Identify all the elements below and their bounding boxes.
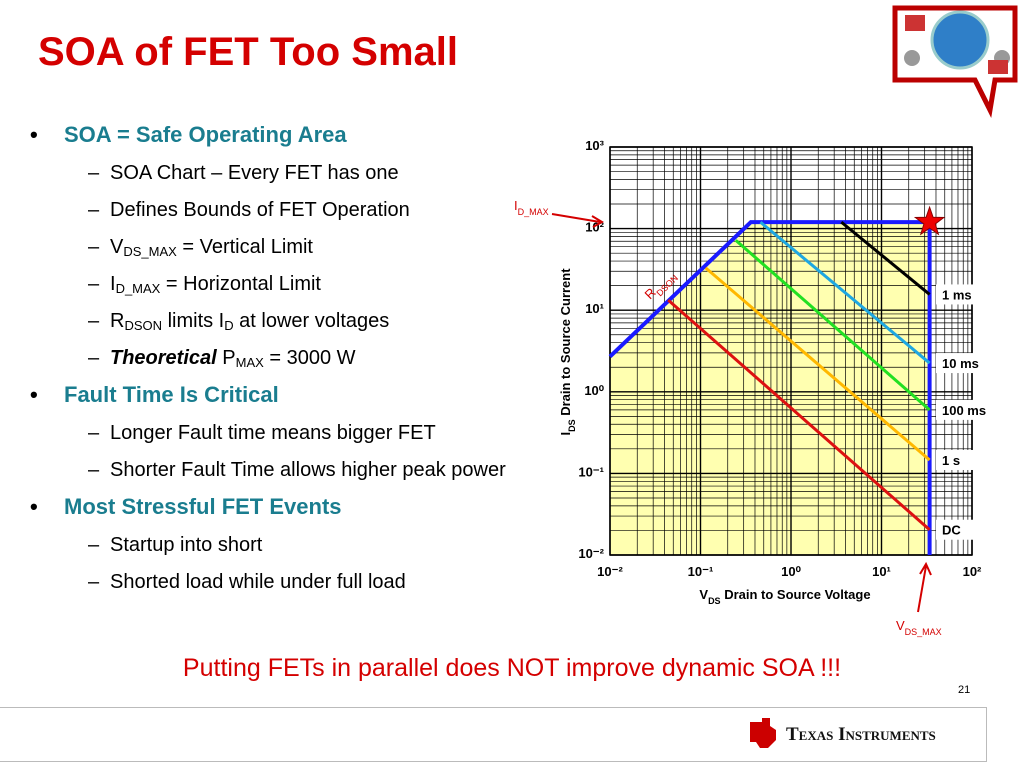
- text-run: Shorter Fault Time allows higher peak po…: [110, 459, 506, 481]
- x-tick-label: 10⁻²: [597, 564, 623, 579]
- text-run: MAX: [235, 355, 264, 370]
- bullet-item: VDS_MAX = Vertical Limit: [0, 229, 530, 266]
- text-run: I: [514, 198, 518, 213]
- text-run: SOA = Safe Operating Area: [64, 122, 347, 147]
- text-run: DS: [567, 419, 577, 432]
- series-line: [734, 239, 931, 412]
- text-run: SOA Chart – Every FET has one: [110, 162, 399, 184]
- series-line: [704, 266, 931, 462]
- x-tick-label: 10²: [963, 564, 982, 579]
- label-box: [936, 399, 998, 420]
- callout: Putting FETs in parallel does NOT improv…: [182, 654, 842, 682]
- text-run: Drain to Source Voltage: [721, 587, 871, 602]
- bullet-item: Shorter Fault Time allows higher peak po…: [0, 452, 530, 489]
- text-run: Defines Bounds of FET Operation: [110, 199, 410, 221]
- slide-title: SOA of FET Too Small: [38, 30, 458, 74]
- text-run: Most Stressful FET Events: [64, 494, 342, 519]
- text-run: = Vertical Limit: [176, 236, 313, 258]
- annotation: IDS Drain to Source Current: [558, 268, 577, 436]
- text-run: P: [216, 347, 236, 369]
- series-line: [840, 220, 931, 296]
- text-run: V: [896, 618, 905, 633]
- arrow: [917, 561, 932, 613]
- bullet-item: RDSON limits ID at lower voltages: [0, 303, 530, 340]
- label-box: [936, 353, 998, 374]
- bullet-item: Startup into short: [0, 527, 530, 564]
- star-marker: [913, 205, 946, 236]
- y-tick-label: 10⁰: [584, 383, 604, 398]
- bullet-item: Longer Fault time means bigger FET: [0, 415, 530, 452]
- series-label: 1 ms: [942, 287, 972, 302]
- series-label: DC: [942, 523, 961, 538]
- text-run: DS_MAX: [905, 627, 942, 637]
- brand: Texas Instruments: [786, 724, 936, 745]
- y-tick-label: 10⁻¹: [578, 464, 604, 479]
- bullet-item: SOA = Safe Operating Area: [0, 117, 540, 155]
- page-number: 21: [958, 684, 971, 696]
- text-run: I: [110, 273, 116, 295]
- bullet-item: ID_MAX = Horizontal Limit: [0, 266, 530, 303]
- text-run: I: [558, 432, 573, 436]
- text-run: = 3000 W: [263, 347, 356, 369]
- label-box: [936, 284, 998, 305]
- text-run: at lower voltages: [233, 310, 390, 332]
- text-run: Drain to Source Current: [558, 268, 573, 420]
- x-tick-label: 10⁰: [781, 564, 801, 579]
- bullet-item: SOA Chart – Every FET has one: [0, 155, 530, 192]
- text-run: = Horizontal Limit: [160, 273, 321, 295]
- text-run: DS_MAX: [123, 244, 177, 259]
- x-tick-label: 10¹: [872, 564, 891, 579]
- logo-icon: [892, 5, 1018, 118]
- annotation: ID_MAX: [514, 198, 549, 217]
- footer-bar: [0, 707, 987, 762]
- text-run: DSON: [124, 318, 163, 333]
- text-run: R: [110, 310, 125, 332]
- bullet-item: Shorted load while under full load: [0, 564, 530, 601]
- text-run: V: [699, 587, 708, 602]
- ti-logo: [750, 718, 776, 748]
- text-run: Shorted load while under full load: [110, 571, 406, 593]
- series-label: 1 s: [942, 453, 960, 468]
- text-run: Startup into short: [110, 534, 263, 556]
- bullet-item: Most Stressful FET Events: [0, 489, 540, 527]
- text-run: D: [224, 318, 234, 333]
- arrow: [551, 213, 604, 228]
- bullet-list: SOA = Safe Operating Area SOA Chart – Eve…: [0, 117, 540, 601]
- series-line: [759, 220, 931, 365]
- annotation: VDS_MAX: [896, 618, 942, 637]
- boundary-line: [608, 220, 932, 555]
- y-tick-label: 10⁻²: [578, 546, 604, 561]
- label-box: [936, 519, 998, 540]
- annotation: VDS Drain to Source Voltage: [699, 587, 870, 606]
- text-run: D_MAX: [518, 207, 549, 217]
- text-run: D_MAX: [115, 281, 161, 296]
- text-run: DS: [708, 596, 721, 606]
- x-tick-label: 10⁻¹: [688, 564, 714, 579]
- series-label: 100 ms: [942, 403, 986, 418]
- text-run: Theoretical: [110, 347, 217, 369]
- y-tick-label: 10³: [585, 138, 604, 153]
- series-line: [667, 298, 931, 531]
- y-tick-label: 10¹: [585, 301, 604, 316]
- bullet-item: Theoretical PMAX = 3000 W: [0, 340, 530, 377]
- label-box: [936, 449, 998, 470]
- series-label: 10 ms: [942, 356, 979, 371]
- plot-frame: [609, 146, 973, 556]
- text-run: limits I: [162, 310, 225, 332]
- text-run: Longer Fault time means bigger FET: [110, 422, 436, 444]
- text-run: V: [110, 236, 124, 258]
- bullet-item: Defines Bounds of FET Operation: [0, 192, 530, 229]
- text-run: Fault Time Is Critical: [64, 382, 279, 407]
- bullet-item: Fault Time Is Critical: [0, 377, 540, 415]
